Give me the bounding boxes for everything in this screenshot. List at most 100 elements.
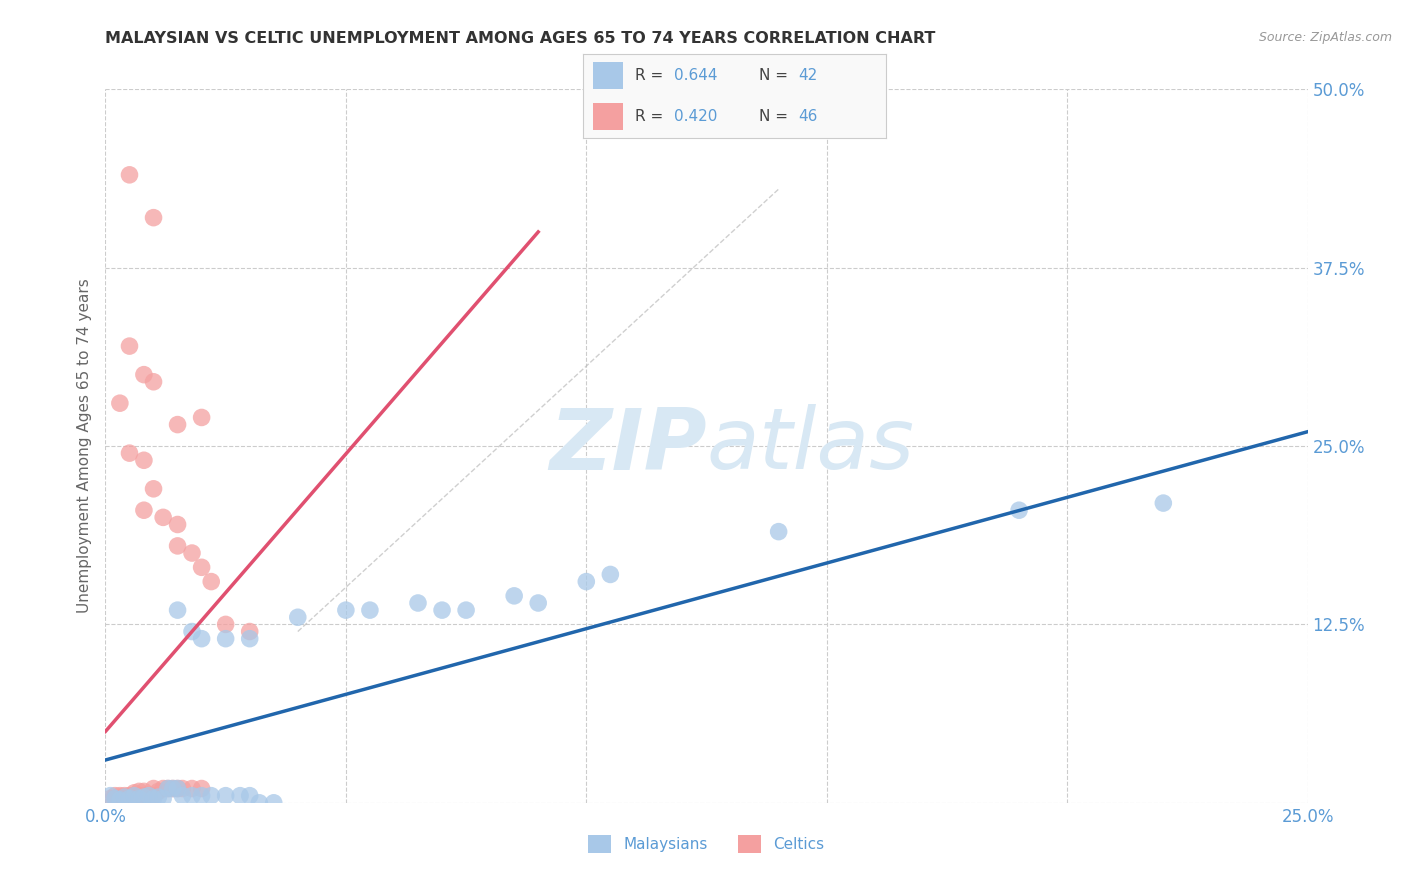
Point bbox=[98, 791, 121, 805]
Point bbox=[128, 784, 150, 798]
Point bbox=[118, 789, 141, 803]
Point bbox=[152, 781, 174, 796]
Point bbox=[200, 789, 222, 803]
Point bbox=[263, 796, 285, 810]
Point bbox=[138, 789, 160, 803]
Point bbox=[247, 796, 270, 810]
Text: R =: R = bbox=[636, 109, 668, 124]
Point bbox=[166, 417, 188, 432]
Point bbox=[104, 791, 127, 805]
Point bbox=[108, 789, 131, 803]
Point bbox=[142, 482, 165, 496]
Point bbox=[118, 339, 141, 353]
Point bbox=[138, 789, 160, 803]
Point bbox=[132, 790, 155, 805]
Text: 46: 46 bbox=[799, 109, 817, 124]
Point bbox=[132, 789, 155, 803]
Point bbox=[181, 546, 204, 560]
Point bbox=[190, 789, 212, 803]
Point bbox=[152, 791, 174, 805]
Point bbox=[166, 517, 188, 532]
Point bbox=[108, 791, 131, 805]
Point bbox=[142, 211, 165, 225]
Text: Source: ZipAtlas.com: Source: ZipAtlas.com bbox=[1258, 31, 1392, 45]
Point bbox=[287, 610, 309, 624]
Legend: Malaysians, Celtics: Malaysians, Celtics bbox=[582, 829, 831, 859]
Point bbox=[132, 784, 155, 798]
Text: N =: N = bbox=[759, 109, 793, 124]
Point bbox=[124, 789, 146, 803]
Point bbox=[132, 503, 155, 517]
Text: 42: 42 bbox=[799, 68, 817, 83]
Point bbox=[190, 632, 212, 646]
Point bbox=[599, 567, 621, 582]
Text: MALAYSIAN VS CELTIC UNEMPLOYMENT AMONG AGES 65 TO 74 YEARS CORRELATION CHART: MALAYSIAN VS CELTIC UNEMPLOYMENT AMONG A… bbox=[105, 31, 936, 46]
Point bbox=[200, 574, 222, 589]
Point bbox=[172, 789, 194, 803]
Point bbox=[124, 786, 146, 800]
Point bbox=[190, 560, 212, 574]
Point bbox=[190, 781, 212, 796]
FancyBboxPatch shape bbox=[592, 62, 623, 89]
Point bbox=[454, 603, 477, 617]
Point bbox=[181, 781, 204, 796]
Point bbox=[575, 574, 598, 589]
Point bbox=[108, 396, 131, 410]
Point bbox=[148, 790, 170, 805]
Point bbox=[527, 596, 550, 610]
Point bbox=[166, 539, 188, 553]
Text: ZIP: ZIP bbox=[548, 404, 707, 488]
Point bbox=[239, 789, 262, 803]
Point bbox=[132, 368, 155, 382]
Point bbox=[156, 781, 179, 796]
Point bbox=[152, 510, 174, 524]
Point bbox=[214, 789, 236, 803]
Point bbox=[104, 791, 127, 805]
Point bbox=[214, 632, 236, 646]
Point bbox=[128, 791, 150, 805]
Text: atlas: atlas bbox=[707, 404, 914, 488]
Point bbox=[162, 781, 184, 796]
Point bbox=[132, 453, 155, 467]
Point bbox=[162, 781, 184, 796]
Point bbox=[128, 789, 150, 803]
Point bbox=[142, 375, 165, 389]
Point bbox=[166, 781, 188, 796]
Point bbox=[181, 624, 204, 639]
Point bbox=[114, 789, 136, 803]
Point bbox=[118, 168, 141, 182]
Point bbox=[124, 789, 146, 803]
Point bbox=[190, 410, 212, 425]
Point bbox=[156, 781, 179, 796]
Point bbox=[239, 632, 262, 646]
Point bbox=[172, 781, 194, 796]
Y-axis label: Unemployment Among Ages 65 to 74 years: Unemployment Among Ages 65 to 74 years bbox=[77, 278, 93, 614]
Text: R =: R = bbox=[636, 68, 668, 83]
Point bbox=[118, 446, 141, 460]
Point bbox=[335, 603, 357, 617]
Point bbox=[114, 790, 136, 805]
Point bbox=[142, 791, 165, 805]
Text: N =: N = bbox=[759, 68, 793, 83]
Point bbox=[142, 789, 165, 803]
Point bbox=[503, 589, 526, 603]
Point bbox=[104, 789, 127, 803]
Point bbox=[430, 603, 453, 617]
Point bbox=[239, 624, 262, 639]
Point bbox=[148, 784, 170, 798]
Point bbox=[229, 789, 252, 803]
Point bbox=[1152, 496, 1174, 510]
Point bbox=[114, 791, 136, 805]
Text: 0.420: 0.420 bbox=[675, 109, 717, 124]
Point bbox=[406, 596, 429, 610]
Point bbox=[214, 617, 236, 632]
Point bbox=[166, 603, 188, 617]
Point bbox=[118, 791, 141, 805]
Point bbox=[359, 603, 381, 617]
Point bbox=[181, 789, 204, 803]
Point bbox=[1008, 503, 1031, 517]
Point bbox=[142, 781, 165, 796]
Text: 0.644: 0.644 bbox=[675, 68, 717, 83]
Point bbox=[118, 791, 141, 805]
Point bbox=[98, 789, 121, 803]
